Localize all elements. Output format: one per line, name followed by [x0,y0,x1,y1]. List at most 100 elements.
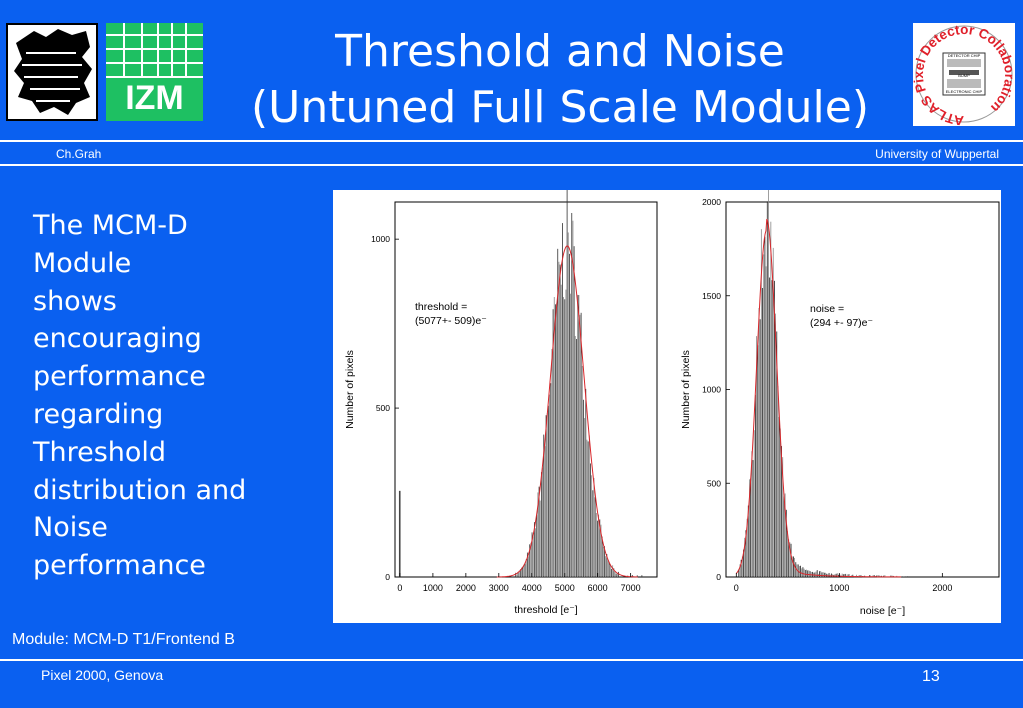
histogram-bar [749,479,750,577]
histogram-bar [806,569,807,577]
histogram-bar [540,472,542,577]
histogram-bar [752,460,754,577]
histogram-bar [755,394,756,577]
histogram-bar [765,266,767,577]
histogram-bar [615,573,617,577]
histogram-bar [590,463,591,577]
histogram-bar [616,573,618,577]
histogram-bar [812,571,813,577]
x-axis-label: noise [e⁻] [860,605,905,617]
histogram-bar [593,477,595,577]
histogram-bar [567,232,569,577]
histogram-bar [562,223,563,577]
histogram-bar [802,567,804,577]
histogram-1 [394,190,658,578]
histogram-bar [583,399,584,577]
wuppertal-logo [6,23,98,121]
histogram-bar [526,552,528,577]
histogram-bar [595,512,597,577]
histogram-bar [841,573,843,577]
histogram-bar [537,492,539,577]
histogram-bar [801,568,803,577]
histogram-bar [884,575,886,577]
histogram-bar [783,496,785,577]
histogram-bar [528,556,529,577]
histogram-bar [529,544,531,577]
histogram-bar [594,497,596,577]
histogram-bar [845,573,847,577]
histogram-bar [577,294,579,577]
histogram-bar [775,313,776,577]
svg-text:BUMP: BUMP [958,73,970,78]
svg-text:ELECTRONIC CHIP: ELECTRONIC CHIP [946,89,983,94]
body-line: Threshold [33,436,167,468]
histogram-bar [772,247,774,577]
histogram-bar [794,557,796,577]
fit-annotation-line1: threshold = [415,301,467,313]
fit-annotation-line2: (294 +- 97)e⁻ [810,317,873,329]
histogram-bar [751,451,753,577]
histogram-bar [549,394,550,577]
histogram-bar [759,319,761,577]
histogram-bar [522,566,524,577]
slide-title-line2: (Untuned Full Scale Module) [250,82,870,133]
histogram-bar [873,575,875,577]
histogram-bar [770,221,772,577]
histogram-bar [823,572,825,577]
body-line: The MCM-D [33,210,188,241]
histogram-bar [821,572,823,577]
histogram-bar [816,570,818,577]
histogram-bar [516,574,518,577]
histogram-bar [398,490,401,577]
histogram-bar [521,567,522,577]
histogram-bar [517,571,519,577]
body-line: Module [33,247,132,279]
histogram-bar [606,554,608,577]
histogram-bar [566,190,568,577]
histogram-bar [546,412,548,577]
histogram-bar [608,562,610,577]
histogram-bar [774,280,775,577]
x-tick-label: 3000 [489,583,509,593]
histogram-bar [525,558,527,577]
histogram-bar [556,303,557,577]
histogram-bar [753,430,755,577]
izm-logo-text: IZM [125,79,184,117]
histogram-bar [570,293,572,577]
histogram-bar [808,570,810,577]
histogram-bar [535,528,536,577]
histogram-bar [869,575,870,577]
y-tick-label: 2000 [702,197,721,207]
histogram-bar [622,575,624,577]
histogram-bar [586,439,588,577]
histogram-bar [564,299,566,577]
histogram-bar [870,575,872,577]
histogram-bar [552,309,554,577]
histogram-bar [621,575,623,577]
histogram-bar [599,519,601,577]
histogram-bar [779,428,781,577]
histogram-bar [738,570,740,577]
histogram-bar [791,556,793,577]
histogram-bar [530,542,532,577]
figure-caption: Module: MCM-D T1/Frontend B [12,631,235,648]
header-rule-bottom [0,164,1023,166]
histogram-bar [581,365,583,577]
histogram-bar [825,572,826,577]
histogram-bar [576,339,577,577]
histogram-bar [758,307,760,577]
histogram-bar [878,575,880,577]
histogram-bar [558,261,560,577]
histogram-bar [756,336,757,577]
histogram-bar [757,345,759,577]
x-tick-label: 5000 [555,583,575,593]
histogram-bar [883,575,885,577]
fit-annotation-line1: noise = [810,303,844,315]
histogram-bar [571,212,573,578]
atlas-seal-icon: ATLAS Pixel Detector Collaboration DETEC… [911,22,1017,128]
histogram-bar [591,475,593,577]
histogram-bar [872,575,874,577]
histogram-bar [579,314,581,577]
histogram-bar [557,248,559,577]
footer-rule [0,659,1023,661]
